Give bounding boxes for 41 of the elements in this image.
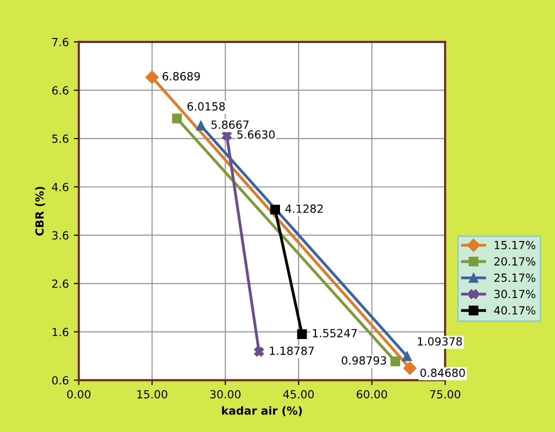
data-label: 0.98793 <box>342 356 386 365</box>
data-label: 5.8667 <box>211 120 249 129</box>
x-tick-label: 30.00 <box>210 390 240 398</box>
x-tick-label: 60.00 <box>356 390 388 398</box>
point <box>172 114 182 124</box>
y-tick-label: 2.6 <box>52 279 68 288</box>
data-label: 1.18787 <box>270 346 314 355</box>
x-tick-label: 75.00 <box>430 390 460 398</box>
legend-label: 30.17% <box>494 290 536 298</box>
y-tick-label: 5.6 <box>52 134 68 143</box>
data-label: 1.09378 <box>418 337 462 346</box>
y-tick-label: 0.6 <box>52 376 68 385</box>
point <box>297 329 307 339</box>
point <box>403 362 417 375</box>
data-label: 6.8689 <box>162 72 200 80</box>
x-tick-label: 0.00 <box>67 390 90 398</box>
x-axis-title: kadar air (%) <box>222 406 302 416</box>
y-tick-label: 1.6 <box>52 328 68 336</box>
y-tick-label: 4.6 <box>52 182 68 192</box>
data-label: 5.6630 <box>237 130 275 139</box>
x-tick-label: 45.00 <box>283 390 314 398</box>
point <box>254 346 264 357</box>
legend-label: 15.17% <box>494 240 536 250</box>
data-label: 0.84680 <box>420 368 465 378</box>
legend-label: 40.17% <box>494 306 536 315</box>
point <box>390 356 400 366</box>
data-label: 4.1282 <box>285 204 323 213</box>
y-tick-label: 3.6 <box>52 231 68 240</box>
point <box>196 120 206 131</box>
y-tick-label: 6.6 <box>52 86 68 95</box>
point <box>270 204 280 215</box>
y-tick-label: 7.6 <box>52 38 68 46</box>
data-label: 6.0158 <box>187 102 225 111</box>
x-tick-label: 15.00 <box>137 390 168 398</box>
point <box>145 70 159 84</box>
y-axis-title: CBR (%) <box>35 186 46 236</box>
legend-label: 25.17% <box>494 274 536 282</box>
point <box>402 351 412 362</box>
point <box>222 130 232 140</box>
legend-label: 20.17% <box>494 257 536 266</box>
data-label: 1.55247 <box>312 328 357 338</box>
